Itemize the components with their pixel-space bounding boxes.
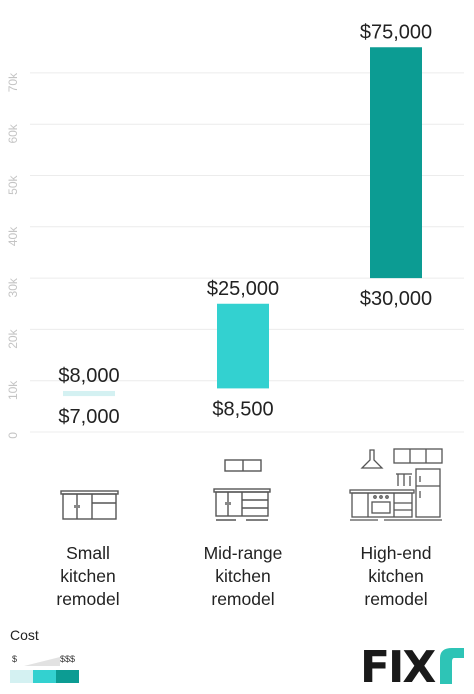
category-label-mid-range: Mid-range kitchen remodel: [203, 543, 283, 609]
range-bar-0: [63, 390, 115, 397]
range-bar-1: [217, 303, 269, 389]
legend-color-ramp: [10, 670, 79, 683]
svg-text:FIX: FIX: [360, 644, 436, 686]
y-tick-label: 20k: [6, 328, 20, 348]
range-bar-2: [370, 47, 422, 279]
low-value-label: $8,500: [212, 398, 273, 420]
low-value-label: $30,000: [360, 288, 432, 310]
mid-range-kitchen-icon: [213, 459, 271, 521]
legend-wedge: [24, 657, 60, 666]
y-tick-label: 10k: [6, 380, 20, 400]
category-label-high-end: High-end kitchen remodel: [360, 543, 432, 609]
legend-swatch-high: [56, 670, 79, 683]
y-tick-label: 60k: [6, 123, 20, 143]
y-tick-label: 70k: [6, 72, 20, 92]
low-value-label: $7,000: [58, 406, 119, 428]
legend-low-label: $: [12, 654, 18, 664]
high-value-label: $8,000: [58, 365, 119, 387]
y-tick-label: 50k: [6, 175, 20, 195]
small-kitchen-icon: [60, 490, 119, 520]
high-value-label: $75,000: [360, 21, 432, 43]
category-label-small: Small kitchen remodel: [56, 543, 120, 609]
legend-title: Cost: [10, 627, 39, 643]
legend-swatch-mid: [33, 670, 56, 683]
y-tick-label: 30k: [6, 277, 20, 297]
legend-swatch-low: [10, 670, 33, 683]
high-end-kitchen-icon: [349, 448, 443, 521]
high-value-label: $25,000: [207, 278, 279, 300]
y-tick-label: 0: [6, 432, 20, 439]
range-bar-chart: 0 10k 20k 30k 40k 50k 60k 70k $8,000 $7,000 $25,00…: [6, 21, 464, 439]
legend-high-label: $$$: [60, 654, 76, 664]
fixr-logo: FIX: [360, 644, 464, 686]
y-tick-label: 40k: [6, 226, 20, 246]
